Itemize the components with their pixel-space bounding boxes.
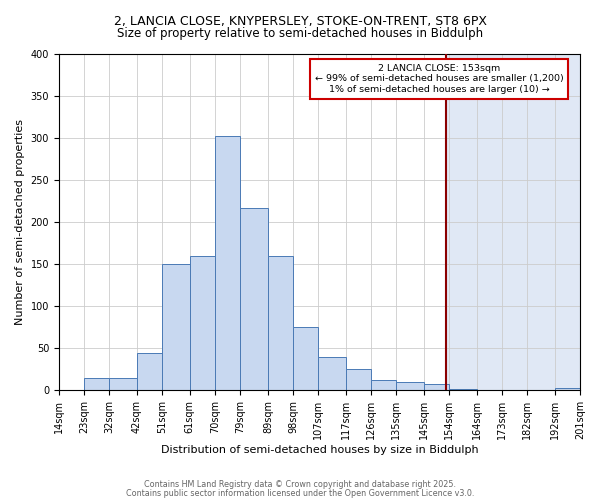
Bar <box>215 136 240 390</box>
Y-axis label: Number of semi-detached properties: Number of semi-detached properties <box>15 119 25 325</box>
X-axis label: Distribution of semi-detached houses by size in Biddulph: Distribution of semi-detached houses by … <box>161 445 478 455</box>
Bar <box>84 378 109 390</box>
Bar <box>449 389 477 390</box>
Text: Size of property relative to semi-detached houses in Biddulph: Size of property relative to semi-detach… <box>117 28 483 40</box>
Text: Contains public sector information licensed under the Open Government Licence v3: Contains public sector information licen… <box>126 488 474 498</box>
Bar <box>293 326 318 390</box>
Bar <box>162 264 190 390</box>
Text: 2, LANCIA CLOSE, KNYPERSLEY, STOKE-ON-TRENT, ST8 6PX: 2, LANCIA CLOSE, KNYPERSLEY, STOKE-ON-TR… <box>113 15 487 28</box>
Text: 2 LANCIA CLOSE: 153sqm
← 99% of semi-detached houses are smaller (1,200)
1% of s: 2 LANCIA CLOSE: 153sqm ← 99% of semi-det… <box>315 64 563 94</box>
Bar <box>396 382 424 390</box>
Bar <box>424 384 449 390</box>
Bar <box>446 54 580 390</box>
Bar <box>371 380 396 390</box>
Bar <box>268 256 293 390</box>
Bar <box>109 378 137 390</box>
Bar <box>346 370 371 390</box>
Bar <box>137 352 162 391</box>
Text: Contains HM Land Registry data © Crown copyright and database right 2025.: Contains HM Land Registry data © Crown c… <box>144 480 456 489</box>
Bar <box>190 256 215 390</box>
Bar <box>555 388 580 390</box>
Bar <box>240 208 268 390</box>
Bar <box>318 357 346 390</box>
